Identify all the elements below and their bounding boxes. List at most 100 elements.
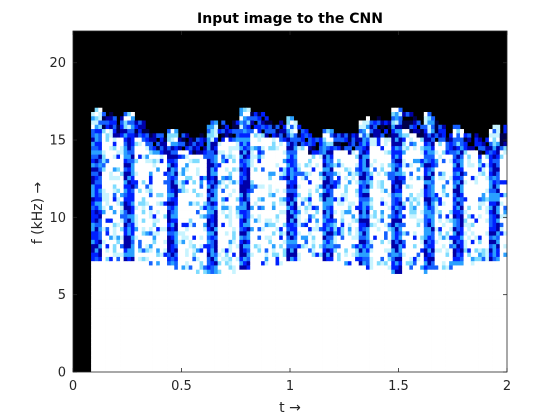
- spectrogram-cell: [109, 111, 114, 117]
- spectrogram-cell: [91, 175, 96, 181]
- spectrogram-cell: [242, 167, 247, 173]
- spectrogram-cell: [398, 158, 403, 164]
- spectrogram-cell: [242, 286, 247, 292]
- spectrogram-cell: [91, 146, 96, 151]
- spectrogram-cell: [261, 184, 266, 190]
- spectrogram-cell: [224, 312, 229, 317]
- spectrogram-cell: [351, 312, 356, 317]
- spectrogram-cell: [152, 278, 157, 283]
- spectrogram-cell: [318, 244, 323, 249]
- spectrogram-cell: [286, 286, 291, 292]
- spectrogram-cell: [181, 214, 186, 219]
- spectrogram-cell: [181, 184, 186, 190]
- spectrogram-cell: [138, 244, 143, 249]
- spectrogram-cell: [398, 333, 403, 339]
- spectrogram-cell: [293, 316, 298, 322]
- spectrogram-cell: [373, 282, 378, 288]
- spectrogram-cell: [380, 320, 385, 326]
- spectrogram-cell: [286, 320, 291, 326]
- spectrogram-cell: [138, 158, 143, 164]
- spectrogram-cell: [116, 235, 121, 241]
- spectrogram-cell: [358, 201, 363, 207]
- spectrogram-cell: [369, 312, 374, 317]
- spectrogram-cell: [232, 299, 237, 305]
- spectrogram-cell: [293, 218, 298, 224]
- spectrogram-cell: [101, 231, 106, 236]
- spectrogram-cell: [282, 303, 287, 309]
- spectrogram-cell: [130, 205, 135, 211]
- spectrogram-cell: [239, 333, 244, 339]
- spectrogram-cell: [105, 278, 110, 283]
- spectrogram-cell: [120, 146, 125, 151]
- spectrogram-cell: [235, 175, 240, 181]
- spectrogram-cell: [120, 184, 125, 190]
- spectrogram-cell: [253, 235, 258, 241]
- spectrogram-cell: [253, 111, 258, 117]
- spectrogram-cell: [261, 337, 266, 343]
- spectrogram-cell: [394, 235, 399, 241]
- spectrogram-cell: [138, 222, 143, 228]
- spectrogram-cell: [101, 367, 106, 373]
- spectrogram-cell: [384, 312, 389, 317]
- spectrogram-cell: [261, 111, 266, 117]
- spectrogram-cell: [159, 329, 164, 335]
- spectrogram-cell: [105, 363, 110, 369]
- spectrogram-cell: [206, 154, 211, 160]
- spectrogram-cell: [337, 133, 342, 138]
- spectrogram-cell: [134, 320, 139, 326]
- spectrogram-cell: [94, 150, 99, 156]
- spectrogram-cell: [192, 286, 197, 292]
- spectrogram-cell: [322, 163, 327, 168]
- spectrogram-cell: [232, 252, 237, 258]
- spectrogram-cell: [282, 192, 287, 198]
- spectrogram-cell: [333, 337, 338, 343]
- spectrogram-cell: [145, 188, 150, 194]
- spectrogram-cell: [376, 350, 381, 356]
- spectrogram-cell: [91, 282, 96, 288]
- spectrogram-cell: [344, 350, 349, 356]
- spectrogram-cell: [109, 137, 114, 143]
- spectrogram-cell: [275, 171, 280, 177]
- spectrogram-cell: [98, 163, 103, 168]
- spectrogram-cell: [398, 227, 403, 232]
- spectrogram-cell: [279, 235, 284, 241]
- spectrogram-cell: [373, 342, 378, 347]
- spectrogram-cell: [148, 346, 153, 352]
- spectrogram-cell: [177, 244, 182, 249]
- spectrogram-cell: [123, 227, 128, 232]
- spectrogram-cell: [347, 214, 352, 219]
- spectrogram-cell: [156, 235, 161, 241]
- spectrogram-cell: [394, 239, 399, 245]
- spectrogram-cell: [261, 218, 266, 224]
- spectrogram-cell: [279, 231, 284, 236]
- spectrogram-cell: [329, 367, 334, 373]
- spectrogram-cell: [391, 235, 396, 241]
- spectrogram-cell: [318, 278, 323, 283]
- spectrogram-cell: [365, 248, 370, 254]
- spectrogram-cell: [257, 111, 262, 117]
- spectrogram-cell: [214, 124, 219, 130]
- spectrogram-cell: [159, 171, 164, 177]
- spectrogram-cell: [109, 158, 114, 164]
- spectrogram-cell: [365, 325, 370, 330]
- spectrogram-cell: [188, 354, 193, 360]
- spectrogram-cell: [355, 342, 360, 347]
- spectrogram-cell: [242, 295, 247, 300]
- spectrogram-cell: [373, 231, 378, 236]
- spectrogram-cell: [232, 214, 237, 219]
- spectrogram-cell: [177, 291, 182, 296]
- spectrogram-cell: [116, 222, 121, 228]
- spectrogram-cell: [394, 295, 399, 300]
- spectrogram-cell: [228, 278, 233, 283]
- spectrogram-cell: [152, 184, 157, 190]
- spectrogram-cell: [228, 244, 233, 249]
- spectrogram-cell: [170, 218, 175, 224]
- spectrogram-cell: [347, 367, 352, 373]
- spectrogram-cell: [141, 320, 146, 326]
- spectrogram-cell: [127, 158, 132, 164]
- spectrogram-cell: [355, 320, 360, 326]
- spectrogram-cell: [242, 363, 247, 369]
- spectrogram-cell: [250, 227, 255, 232]
- spectrogram-cell: [290, 303, 295, 309]
- spectrogram-cell: [138, 227, 143, 232]
